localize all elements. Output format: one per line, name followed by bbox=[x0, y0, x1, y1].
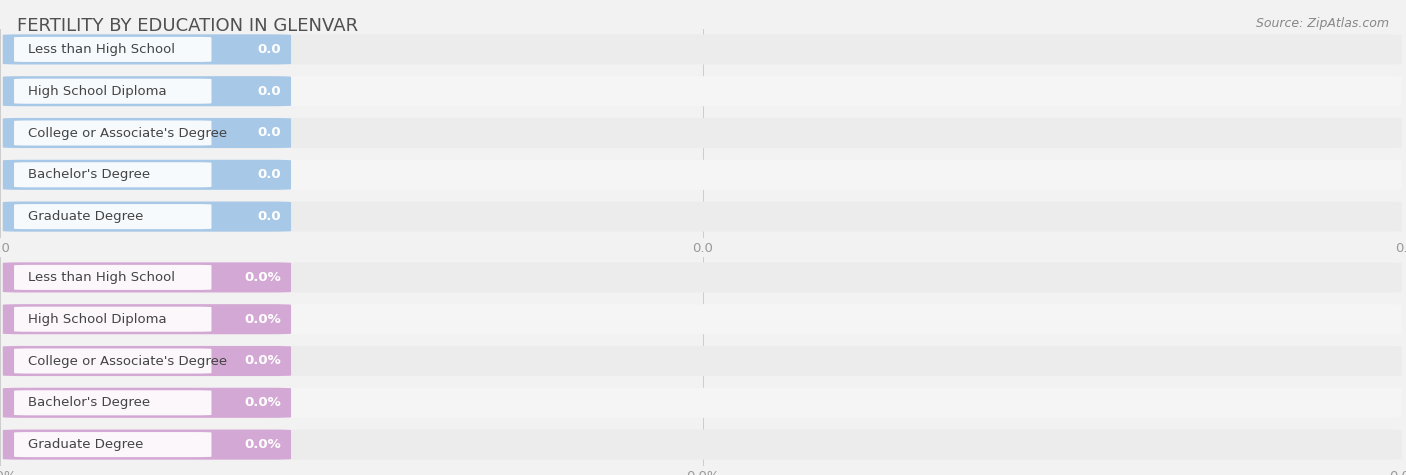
FancyBboxPatch shape bbox=[3, 262, 1402, 293]
FancyBboxPatch shape bbox=[3, 34, 1402, 65]
Text: 0.0: 0.0 bbox=[257, 43, 281, 56]
Text: Graduate Degree: Graduate Degree bbox=[28, 438, 143, 451]
FancyBboxPatch shape bbox=[3, 304, 1402, 334]
Text: Less than High School: Less than High School bbox=[28, 271, 176, 284]
Text: High School Diploma: High School Diploma bbox=[28, 85, 167, 98]
Text: 0.0: 0.0 bbox=[257, 85, 281, 98]
FancyBboxPatch shape bbox=[3, 429, 291, 460]
Text: Bachelor's Degree: Bachelor's Degree bbox=[28, 168, 150, 181]
FancyBboxPatch shape bbox=[3, 76, 291, 106]
Text: 0.0: 0.0 bbox=[257, 210, 281, 223]
Text: Graduate Degree: Graduate Degree bbox=[28, 210, 143, 223]
FancyBboxPatch shape bbox=[14, 37, 211, 62]
Text: 0.0%: 0.0% bbox=[245, 438, 281, 451]
FancyBboxPatch shape bbox=[14, 349, 211, 373]
Text: Bachelor's Degree: Bachelor's Degree bbox=[28, 396, 150, 409]
Text: 0.0: 0.0 bbox=[257, 168, 281, 181]
FancyBboxPatch shape bbox=[14, 121, 211, 145]
FancyBboxPatch shape bbox=[3, 388, 291, 418]
FancyBboxPatch shape bbox=[3, 201, 291, 232]
FancyBboxPatch shape bbox=[14, 390, 211, 415]
FancyBboxPatch shape bbox=[3, 346, 1402, 376]
FancyBboxPatch shape bbox=[3, 388, 1402, 418]
Text: Less than High School: Less than High School bbox=[28, 43, 176, 56]
FancyBboxPatch shape bbox=[14, 307, 211, 332]
FancyBboxPatch shape bbox=[3, 304, 291, 334]
FancyBboxPatch shape bbox=[3, 118, 1402, 148]
FancyBboxPatch shape bbox=[3, 201, 1402, 232]
FancyBboxPatch shape bbox=[3, 118, 291, 148]
Text: FERTILITY BY EDUCATION IN GLENVAR: FERTILITY BY EDUCATION IN GLENVAR bbox=[17, 17, 359, 35]
Text: 0.0%: 0.0% bbox=[245, 396, 281, 409]
FancyBboxPatch shape bbox=[14, 162, 211, 187]
Text: 0.0%: 0.0% bbox=[245, 313, 281, 326]
FancyBboxPatch shape bbox=[3, 160, 1402, 190]
Text: College or Associate's Degree: College or Associate's Degree bbox=[28, 126, 228, 140]
Text: Source: ZipAtlas.com: Source: ZipAtlas.com bbox=[1256, 17, 1389, 29]
FancyBboxPatch shape bbox=[3, 160, 291, 190]
Text: 0.0: 0.0 bbox=[257, 126, 281, 140]
FancyBboxPatch shape bbox=[14, 204, 211, 229]
Text: 0.0%: 0.0% bbox=[245, 354, 281, 368]
FancyBboxPatch shape bbox=[3, 76, 1402, 106]
FancyBboxPatch shape bbox=[3, 34, 291, 65]
FancyBboxPatch shape bbox=[14, 265, 211, 290]
FancyBboxPatch shape bbox=[14, 432, 211, 457]
FancyBboxPatch shape bbox=[3, 262, 291, 293]
FancyBboxPatch shape bbox=[3, 346, 291, 376]
FancyBboxPatch shape bbox=[3, 429, 1402, 460]
FancyBboxPatch shape bbox=[14, 79, 211, 104]
Text: High School Diploma: High School Diploma bbox=[28, 313, 167, 326]
Text: College or Associate's Degree: College or Associate's Degree bbox=[28, 354, 228, 368]
Text: 0.0%: 0.0% bbox=[245, 271, 281, 284]
